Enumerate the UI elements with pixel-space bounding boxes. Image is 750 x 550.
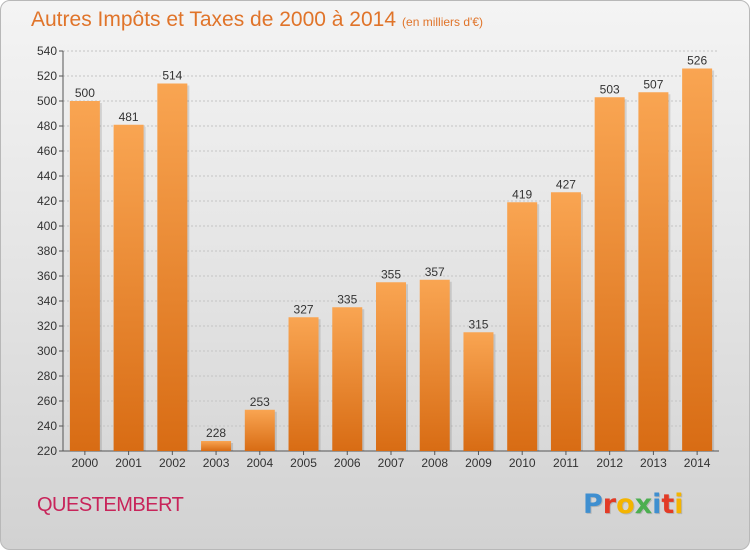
value-label-2003: 228 [206,426,226,440]
y-tick-label: 300 [37,344,57,358]
bar-2013 [638,92,669,451]
commune-name: QUESTEMBERT [37,494,184,516]
bar-2000 [69,101,100,451]
x-tick-label-2008: 2008 [421,456,448,470]
y-tick-label: 400 [37,219,57,233]
y-tick-label: 440 [37,169,57,183]
y-tick-label: 540 [37,44,57,58]
value-label-2010: 419 [512,187,532,201]
y-tick-label: 480 [37,119,57,133]
x-tick-label-2003: 2003 [203,456,230,470]
logo-letter: t [661,489,675,520]
bar-2001 [113,124,144,451]
bar-2008 [419,279,450,451]
y-tick-label: 520 [37,69,57,83]
x-tick-label-2005: 2005 [290,456,317,470]
x-tick-label-2012: 2012 [596,456,623,470]
x-tick-label-2002: 2002 [159,456,186,470]
value-label-2004: 253 [250,395,270,409]
value-label-2001: 481 [119,110,139,124]
x-tick-label-2000: 2000 [72,456,99,470]
value-label-2002: 514 [162,69,182,83]
x-tick-label-2009: 2009 [465,456,492,470]
x-tick-label-2011: 2011 [553,456,579,470]
logo-letter: r [602,489,617,520]
x-tick-label-2014: 2014 [684,456,711,470]
bar-2002 [157,83,188,451]
logo-letter: x [634,489,653,520]
y-tick-label: 500 [37,94,57,108]
chart-subtitle: (en milliers d'€) [402,15,484,29]
y-tick-label: 360 [37,269,57,283]
logo-letter: o [616,489,635,520]
value-label-2000: 500 [75,86,95,100]
x-tick-label-2010: 2010 [509,456,536,470]
bar-2012 [594,97,625,451]
y-tick-label: 260 [37,394,57,408]
value-label-2007: 355 [381,267,401,281]
value-label-2012: 503 [600,82,620,96]
chart-title-line: Autres Impôts et Taxes de 2000 à 2014 (en… [31,8,483,32]
value-label-2013: 507 [643,77,663,91]
x-tick-label-2013: 2013 [640,456,667,470]
logo-letter: P [583,489,603,520]
x-tick-label-2001: 2001 [115,456,142,470]
bar-2006 [332,307,363,451]
value-label-2006: 335 [337,292,357,306]
bar-2009 [463,332,494,451]
value-label-2011: 427 [556,177,576,191]
y-tick-label: 460 [37,144,57,158]
x-tick-label-2006: 2006 [334,456,361,470]
value-label-2008: 357 [425,265,445,279]
y-tick-label: 340 [37,294,57,308]
bar-2011 [550,192,581,451]
value-label-2014: 526 [687,54,707,68]
y-tick-label: 280 [37,369,57,383]
bar-2005 [288,317,319,451]
y-tick-label: 220 [37,444,57,458]
x-tick-label-2004: 2004 [246,456,273,470]
bar-2014 [682,68,713,451]
y-tick-label: 420 [37,194,57,208]
proxiti-logo[interactable]: Proxiti [583,489,684,520]
y-tick-label: 320 [37,319,57,333]
logo-letter: i [674,489,684,520]
bar-2004 [244,409,275,451]
logo-letter: i [652,489,662,520]
bar-2003 [201,441,232,451]
y-tick-label: 380 [37,244,57,258]
chart-title: Autres Impôts et Taxes de 2000 à 2014 [31,8,397,31]
value-label-2005: 327 [294,302,314,316]
value-label-2009: 315 [468,317,488,331]
x-tick-label-2007: 2007 [378,456,405,470]
bar-2007 [376,282,406,451]
y-tick-label: 240 [37,419,57,433]
bar-2010 [507,202,538,451]
